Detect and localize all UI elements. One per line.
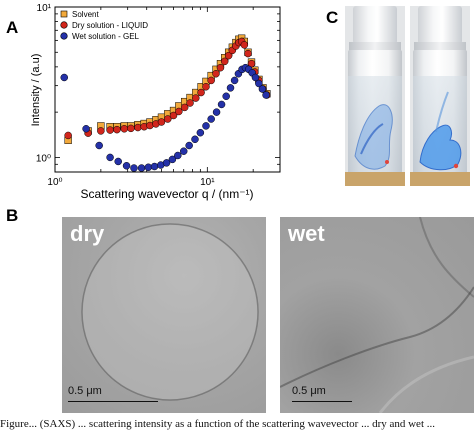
data-point-wet-gel	[60, 73, 68, 82]
data-point-dry-liquid	[113, 125, 121, 134]
data-point-dry-liquid	[106, 126, 114, 134]
x-tick-label: 10⁰	[47, 177, 62, 188]
data-point-dry-liquid	[207, 76, 215, 85]
data-point-wet-gel	[217, 100, 226, 109]
scale-bar-wet	[292, 401, 352, 402]
data-point-wet-gel	[212, 108, 221, 116]
legend-marker-dry	[60, 21, 68, 29]
data-point-dry-liquid	[175, 107, 183, 116]
plot-frame	[54, 6, 281, 173]
data-point-wet-gel	[122, 162, 131, 170]
data-point-wet-gel	[130, 164, 138, 172]
data-point-dry-liquid	[202, 83, 210, 91]
scale-bar-dry	[68, 401, 158, 402]
data-point-dry-liquid	[197, 88, 205, 97]
legend-label-solvent: Solvent	[72, 10, 99, 19]
x-axis-title: Scattering wavevector q / (nm⁻¹)	[80, 187, 253, 201]
vial-neck	[414, 42, 466, 52]
data-point-wet-gel	[251, 73, 260, 82]
scale-bar-label-wet: 0.5 μm	[292, 385, 326, 397]
data-point-wet-gel	[230, 76, 239, 85]
data-point-wet-gel	[168, 155, 177, 164]
data-point-dry-liquid	[120, 125, 129, 133]
saxs-chart: 10⁰ 10¹ 10⁰ 10¹ Solvent Dry solution - LIQU…	[30, 3, 281, 201]
data-point-wet-gel	[162, 159, 171, 167]
y-axis-title: Intensity / (a.u)	[30, 54, 42, 127]
legend-marker-wet	[60, 32, 68, 40]
micrograph-wet: wet 0.5 μm	[280, 217, 474, 413]
vial-base	[410, 172, 470, 186]
data-point-dry-liquid	[169, 111, 178, 120]
data-point-wet-gel	[191, 135, 199, 144]
data-point-dry-liquid	[216, 63, 225, 72]
data-point-dry-liquid	[134, 123, 142, 132]
data-point-wet-gel	[174, 151, 182, 160]
data-point-wet-gel	[137, 164, 146, 172]
data-point-dry-liquid	[186, 99, 194, 107]
data-point-wet-gel	[114, 157, 122, 166]
figure-caption: Figure... (SAXS) ... scattering intensit…	[0, 418, 435, 430]
data-point-wet-gel	[202, 122, 210, 130]
vial-base	[345, 172, 405, 186]
y-tick-label: 10⁰	[36, 153, 51, 164]
vial-cap	[353, 6, 397, 44]
micrograph-label-wet: wet	[288, 221, 325, 246]
legend-marker-solvent	[60, 10, 68, 18]
vial-photo-right	[410, 6, 470, 186]
micrograph-label-dry: dry	[70, 221, 105, 246]
gel-blob	[419, 91, 462, 171]
data-point-wet-gel	[222, 92, 230, 101]
panel-label-c: C	[326, 8, 339, 27]
particle-outline	[81, 223, 259, 401]
data-point-dry-liquid	[164, 115, 172, 123]
data-point-wet-gel	[150, 162, 159, 171]
data-point-wet-gel	[258, 85, 267, 93]
data-point-wet-gel	[95, 141, 103, 150]
x-tick-label: 10¹	[200, 177, 215, 188]
data-point-wet-gel	[106, 153, 114, 162]
data-point-dry-liquid	[157, 118, 166, 126]
data-point-wet-gel	[255, 79, 263, 88]
data-point-wet-gel	[144, 163, 153, 172]
data-point-dry-liquid	[240, 41, 249, 49]
vial-neck	[349, 42, 401, 52]
data-point-wet-gel	[207, 115, 215, 123]
data-point-dry-liquid	[224, 51, 233, 60]
data-point-wet-gel	[196, 128, 205, 137]
data-point-dry-liquid	[220, 57, 229, 66]
micrograph-dry: dry 0.5 μm	[62, 217, 266, 413]
y-tick-label: 10¹	[37, 3, 52, 14]
data-point-dry-liquid	[192, 94, 200, 102]
chart-legend: Solvent Dry solution - LIQUID Wet soluti…	[60, 10, 148, 41]
data-point-wet-gel	[185, 141, 193, 150]
data-point-dry-liquid	[64, 131, 72, 140]
data-point-wet-gel	[179, 147, 188, 155]
data-point-dry-liquid	[244, 49, 252, 58]
data-point-dry-liquid	[180, 103, 189, 112]
fiber-edges	[280, 217, 474, 413]
vial-cap	[418, 6, 462, 44]
data-point-dry-liquid	[212, 69, 220, 78]
data-point-dry-liquid	[127, 124, 135, 133]
data-point-dry-liquid	[97, 127, 105, 135]
data-point-wet-gel	[82, 125, 90, 133]
vial-photo-left	[345, 6, 405, 186]
scale-bar-label-dry: 0.5 μm	[68, 385, 102, 397]
legend-label-dry: Dry solution - LIQUID	[72, 21, 148, 30]
liquid-gel-blob	[354, 104, 393, 170]
data-point-wet-gel	[226, 84, 235, 92]
data-point-wet-gel	[262, 91, 270, 99]
panel-label-a: A	[6, 18, 19, 37]
panel-label-b: B	[6, 206, 19, 225]
legend-label-wet: Wet solution - GEL	[72, 32, 140, 41]
